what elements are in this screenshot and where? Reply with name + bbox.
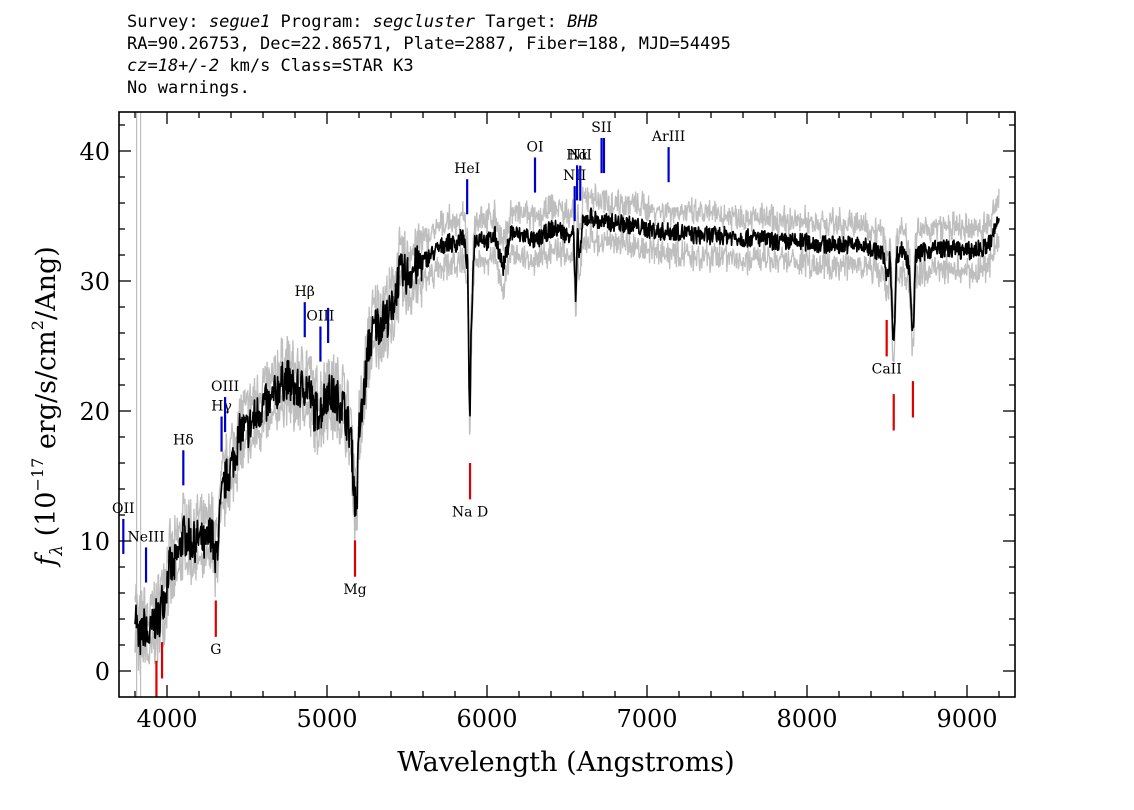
error-upper-envelope bbox=[134, 183, 1000, 634]
absorption-line-label: Mg bbox=[343, 582, 366, 598]
spectral-line-markers: OIINeIIIHδHγOIIIHβOIIIHeIOINIIHαNIISIIAr… bbox=[112, 120, 915, 698]
x-axis-label: Wavelength (Angstroms) bbox=[397, 747, 734, 778]
x-tick-label: 7000 bbox=[616, 705, 677, 733]
y-axis-label-unit-a: (10 bbox=[31, 492, 62, 545]
spectrum-header: Survey: segue1 Program: segcluster Targe… bbox=[127, 11, 731, 99]
target-value: BHB bbox=[567, 12, 598, 32]
absorption-line-label: G bbox=[210, 642, 221, 658]
y-tick-label: 20 bbox=[79, 398, 110, 426]
survey-value: segue1 bbox=[208, 12, 271, 32]
emission-line-label: NII bbox=[569, 148, 592, 164]
y-tick-label: 0 bbox=[95, 658, 110, 686]
header-line-coordinates: RA=90.26753, Dec=22.86571, Plate=2887, F… bbox=[127, 34, 731, 54]
x-axis-ticks: 4000 5000 6000 7000 8000 9000 bbox=[134, 112, 1000, 733]
emission-line-label: HeI bbox=[454, 161, 480, 177]
y-axis-label-sq: 2 bbox=[28, 320, 47, 330]
emission-line-label: ArIII bbox=[651, 129, 685, 145]
x-tick-label: 6000 bbox=[456, 705, 517, 733]
y-axis-ticks: 0 10 20 30 40 bbox=[79, 124, 1015, 686]
absorption-line-label: CaII bbox=[872, 361, 902, 377]
emission-line-label: Hδ bbox=[173, 432, 194, 448]
x-tick-label: 5000 bbox=[296, 705, 357, 733]
y-axis-label-unit-c: /Ang) bbox=[31, 246, 62, 320]
x-tick-label: 8000 bbox=[776, 705, 837, 733]
x-tick-label: 4000 bbox=[136, 705, 197, 733]
y-axis-label-exp: −17 bbox=[28, 458, 47, 492]
y-tick-label: 10 bbox=[79, 528, 110, 556]
survey-label: Survey: bbox=[127, 12, 209, 32]
header-line-survey: Survey: segue1 Program: segcluster Targe… bbox=[127, 11, 731, 33]
emission-line-label: OII bbox=[112, 501, 135, 517]
y-axis-label: fλ (10−17 erg/s/cm2/Ang) bbox=[28, 246, 67, 568]
program-value: segcluster bbox=[372, 12, 476, 32]
error-band bbox=[134, 183, 1000, 676]
cz-value: cz=18+/-2 bbox=[127, 56, 220, 76]
y-axis-label-unit-b: erg/s/cm bbox=[31, 330, 62, 458]
plot-frame bbox=[118, 111, 1016, 698]
emission-line-label: Hγ bbox=[211, 399, 232, 415]
emission-line-label: SII bbox=[591, 120, 612, 136]
y-tick-label: 40 bbox=[79, 138, 110, 166]
flux-line bbox=[134, 207, 1000, 656]
emission-line-label: OIII bbox=[306, 309, 334, 325]
y-tick-label: 30 bbox=[79, 268, 110, 296]
emission-line-label: NII bbox=[563, 168, 586, 184]
emission-line-label: Hβ bbox=[295, 284, 315, 300]
program-label: Program: bbox=[270, 12, 373, 32]
absorption-line-label: Na D bbox=[452, 504, 488, 520]
emission-line-label: OI bbox=[526, 140, 543, 156]
x-tick-label: 9000 bbox=[936, 705, 997, 733]
header-line-warnings: No warnings. bbox=[127, 78, 250, 98]
emission-line-label: NeIII bbox=[127, 529, 164, 545]
emission-line-label: OIII bbox=[211, 379, 239, 395]
error-lower-envelope bbox=[134, 221, 1000, 676]
emission-line-label: Hα bbox=[566, 147, 588, 163]
flux-series bbox=[134, 207, 1000, 656]
target-label: Target: bbox=[475, 12, 568, 32]
y-axis-label-lambda: λ bbox=[47, 545, 67, 557]
header-line-redshift: cz=18+/-2 km/s Class=STAR K3 bbox=[127, 55, 731, 77]
class-value: km/s Class=STAR K3 bbox=[219, 56, 414, 76]
